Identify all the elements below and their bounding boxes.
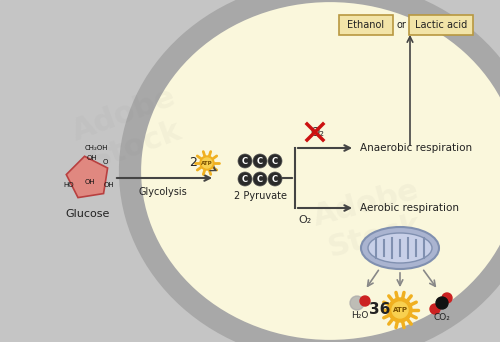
Circle shape — [442, 293, 452, 303]
Text: 2 Pyruvate: 2 Pyruvate — [234, 191, 286, 201]
Text: ATP: ATP — [201, 161, 213, 166]
FancyBboxPatch shape — [339, 15, 393, 35]
Text: CH₂OH: CH₂OH — [84, 145, 108, 151]
Circle shape — [238, 172, 252, 186]
Circle shape — [268, 154, 282, 168]
Text: C: C — [257, 157, 263, 166]
Text: Glucose: Glucose — [66, 209, 110, 219]
Text: Aerobic respiration: Aerobic respiration — [360, 203, 459, 213]
Text: O₂: O₂ — [310, 126, 324, 139]
Polygon shape — [66, 156, 108, 198]
Text: OH: OH — [104, 182, 115, 188]
Text: C: C — [257, 174, 263, 184]
Circle shape — [200, 156, 214, 170]
Circle shape — [202, 158, 212, 168]
Text: C: C — [272, 157, 278, 166]
Circle shape — [238, 154, 252, 168]
Text: OH: OH — [86, 155, 98, 161]
Text: OH: OH — [84, 179, 96, 185]
Text: ATP: ATP — [392, 307, 407, 314]
Text: H₂O: H₂O — [352, 311, 368, 319]
Circle shape — [430, 304, 440, 314]
Text: or: or — [396, 20, 406, 30]
Circle shape — [350, 296, 364, 310]
Ellipse shape — [130, 0, 500, 342]
Text: C: C — [242, 157, 248, 166]
Text: O: O — [102, 159, 108, 165]
Ellipse shape — [361, 227, 439, 269]
Circle shape — [436, 297, 448, 309]
FancyBboxPatch shape — [409, 15, 473, 35]
Circle shape — [388, 298, 412, 322]
Ellipse shape — [368, 233, 432, 263]
Text: O₂: O₂ — [298, 215, 312, 225]
Text: Ethanol: Ethanol — [348, 20, 385, 30]
Text: 36: 36 — [370, 303, 390, 317]
Text: Lactic acid: Lactic acid — [415, 20, 467, 30]
Text: C: C — [272, 174, 278, 184]
Text: Adobe
Stock: Adobe Stock — [68, 82, 192, 178]
Text: Glycolysis: Glycolysis — [138, 187, 188, 197]
Text: Anaerobic respiration: Anaerobic respiration — [360, 143, 472, 153]
Circle shape — [253, 172, 267, 186]
Text: HO: HO — [64, 182, 74, 188]
Circle shape — [268, 172, 282, 186]
Text: C: C — [242, 174, 248, 184]
Circle shape — [253, 154, 267, 168]
Text: 2: 2 — [189, 157, 197, 170]
Circle shape — [392, 302, 408, 318]
Text: Adobe
Stock: Adobe Stock — [310, 176, 430, 264]
Circle shape — [360, 296, 370, 306]
Text: CO₂: CO₂ — [434, 313, 450, 321]
